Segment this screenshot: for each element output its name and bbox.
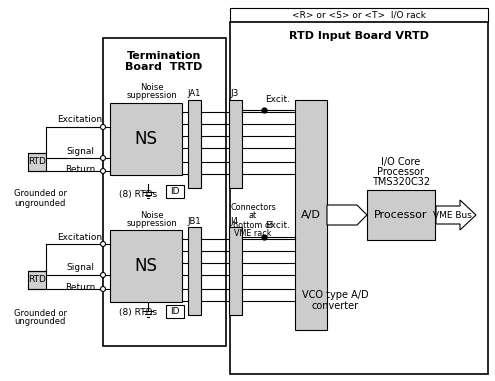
Bar: [166, 185, 184, 198]
Text: RTD: RTD: [28, 157, 46, 166]
Text: ungrounded: ungrounded: [14, 317, 66, 327]
Bar: [110, 230, 182, 302]
Text: Termination: Termination: [127, 51, 201, 61]
Text: JB1: JB1: [187, 216, 201, 226]
Text: Connectors: Connectors: [230, 202, 276, 211]
Text: Grounded or: Grounded or: [13, 309, 66, 317]
Text: converter: converter: [311, 301, 358, 311]
Text: J4: J4: [231, 216, 239, 226]
Text: VME Bus: VME Bus: [433, 210, 471, 219]
Text: Excitation: Excitation: [57, 232, 102, 242]
Text: ID: ID: [170, 306, 180, 315]
Polygon shape: [327, 205, 367, 225]
Text: bottom of: bottom of: [233, 221, 273, 229]
Text: Noise: Noise: [140, 83, 164, 93]
Bar: [166, 305, 184, 318]
Text: suppression: suppression: [127, 218, 177, 227]
Text: NS: NS: [135, 130, 157, 148]
Text: <R> or <S> or <T>  I/O rack: <R> or <S> or <T> I/O rack: [292, 11, 426, 19]
Text: Grounded or: Grounded or: [13, 189, 66, 199]
Bar: [28, 271, 46, 289]
Text: Signal: Signal: [66, 264, 94, 272]
Text: (8) RTDs: (8) RTDs: [119, 189, 157, 199]
Text: VME rack: VME rack: [234, 229, 272, 239]
Text: JA1: JA1: [187, 90, 200, 99]
Circle shape: [100, 272, 105, 277]
Text: I/O Core: I/O Core: [381, 157, 421, 167]
Text: VCO type A/D: VCO type A/D: [301, 290, 368, 300]
Text: Processor: Processor: [378, 167, 425, 177]
Text: (8) RTDs: (8) RTDs: [119, 307, 157, 317]
Text: at: at: [249, 211, 257, 221]
Bar: [188, 227, 201, 315]
Circle shape: [100, 168, 105, 173]
Text: Excit.: Excit.: [265, 221, 290, 231]
Text: Noise: Noise: [140, 210, 164, 219]
Text: Signal: Signal: [66, 147, 94, 157]
Text: Excit.: Excit.: [265, 94, 290, 104]
Bar: [28, 153, 46, 171]
Text: RTD: RTD: [28, 275, 46, 285]
Text: Return: Return: [65, 165, 95, 174]
Bar: [188, 100, 201, 188]
Bar: [229, 100, 242, 188]
Text: A/D: A/D: [301, 210, 321, 220]
Text: Processor: Processor: [374, 210, 428, 220]
Text: Board  TRTD: Board TRTD: [125, 62, 202, 72]
Text: TMS320C32: TMS320C32: [372, 177, 430, 187]
Circle shape: [100, 155, 105, 160]
Circle shape: [100, 125, 105, 130]
Text: ungrounded: ungrounded: [14, 199, 66, 208]
Text: suppression: suppression: [127, 91, 177, 101]
Text: Excitation: Excitation: [57, 115, 102, 125]
Bar: [230, 8, 488, 22]
Text: Return: Return: [65, 282, 95, 291]
Text: NS: NS: [135, 257, 157, 275]
Circle shape: [100, 242, 105, 247]
Circle shape: [100, 287, 105, 291]
Bar: [367, 190, 435, 240]
Bar: [229, 227, 242, 315]
Bar: [110, 103, 182, 175]
Bar: [295, 100, 327, 330]
Text: J3: J3: [231, 90, 239, 99]
Bar: [103, 38, 226, 346]
Text: ID: ID: [170, 187, 180, 195]
Bar: [230, 22, 488, 374]
Polygon shape: [436, 200, 476, 230]
Text: RTD Input Board VRTD: RTD Input Board VRTD: [289, 31, 429, 41]
